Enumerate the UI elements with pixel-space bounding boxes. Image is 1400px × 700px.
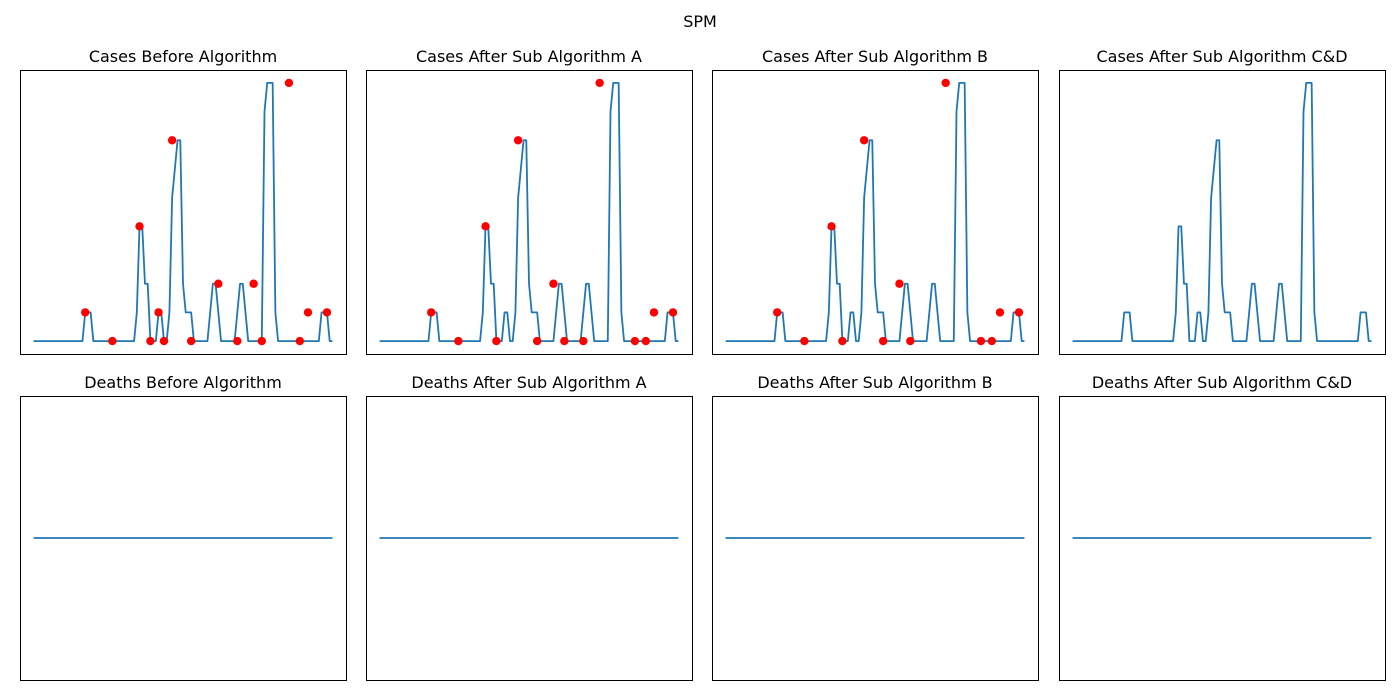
subplot-4: Cases After Sub Algorithm C&D — [1059, 47, 1386, 355]
axes-frame — [1059, 70, 1386, 355]
peak-marker — [579, 336, 588, 346]
subplot-2: Cases After Sub Algorithm A — [366, 47, 693, 355]
subplot-title: Cases Before Algorithm — [89, 47, 277, 66]
peak-marker — [641, 336, 651, 346]
peak-marker — [154, 308, 163, 317]
peak-marker — [186, 336, 196, 346]
peak-marker — [941, 78, 950, 88]
series-line — [33, 82, 333, 342]
peak-marker — [257, 336, 266, 346]
peak-marker — [878, 336, 888, 346]
peak-marker — [976, 336, 986, 346]
peak-marker — [1014, 308, 1024, 317]
peak-marker — [108, 336, 117, 346]
peak-marker — [838, 336, 847, 346]
peak-marker — [233, 336, 242, 346]
series-line — [725, 82, 1025, 342]
peak-marker — [549, 279, 558, 288]
peak-marker — [987, 336, 997, 346]
series-line — [379, 82, 679, 342]
peak-marker — [595, 78, 604, 88]
peak-marker — [481, 222, 490, 231]
subplot-title: Cases After Sub Algorithm C&D — [1096, 47, 1347, 66]
series-line — [1072, 82, 1372, 342]
subplot-5: Deaths Before Algorithm — [20, 373, 347, 681]
peak-marker — [284, 78, 294, 88]
peak-marker — [895, 279, 904, 288]
subplot-title: Deaths Before Algorithm — [84, 373, 282, 392]
peak-marker — [427, 308, 436, 317]
axes-frame — [20, 396, 347, 681]
peak-marker — [995, 308, 1005, 317]
axes-frame — [366, 70, 693, 355]
subplot-title: Cases After Sub Algorithm A — [416, 47, 642, 66]
axes-frame — [712, 70, 1039, 355]
subplot-title: Cases After Sub Algorithm B — [762, 47, 988, 66]
peak-marker — [800, 336, 809, 346]
panels: Cases Before Algorithm Cases After Sub Al… — [20, 47, 1386, 681]
peak-marker — [532, 336, 542, 346]
peak-marker — [322, 308, 332, 317]
peak-marker — [773, 308, 782, 317]
subplot-title: Deaths After Sub Algorithm B — [757, 373, 992, 392]
axes-frame — [1059, 396, 1386, 681]
axes-frame — [20, 70, 347, 355]
subplot-title: Deaths After Sub Algorithm A — [411, 373, 646, 392]
peak-marker — [560, 336, 569, 346]
peak-marker — [513, 136, 523, 145]
peak-marker — [668, 308, 678, 317]
peak-marker — [492, 336, 501, 346]
peak-marker — [249, 279, 258, 288]
peak-marker — [906, 336, 915, 346]
peak-marker — [81, 308, 90, 317]
subplot-8: Deaths After Sub Algorithm C&D — [1059, 373, 1386, 681]
subplot-title: Deaths After Sub Algorithm C&D — [1092, 373, 1352, 392]
subplot-1: Cases Before Algorithm — [20, 47, 347, 355]
peak-marker — [827, 222, 836, 231]
peak-marker — [649, 308, 659, 317]
peak-marker — [454, 336, 463, 346]
axes-frame — [366, 396, 693, 681]
subplot-7: Deaths After Sub Algorithm B — [712, 373, 1039, 681]
peak-marker — [859, 136, 869, 145]
peak-marker — [295, 336, 305, 346]
peak-marker — [146, 336, 155, 346]
axes-frame — [712, 396, 1039, 681]
peak-marker — [630, 336, 640, 346]
peak-marker — [303, 308, 313, 317]
peak-marker — [214, 279, 223, 288]
figure-title: SPM — [683, 12, 717, 31]
peak-marker — [135, 222, 144, 231]
subplot-3: Cases After Sub Algorithm B — [712, 47, 1039, 355]
peak-marker — [167, 136, 177, 145]
peak-marker — [159, 336, 169, 346]
subplot-6: Deaths After Sub Algorithm A — [366, 373, 693, 681]
